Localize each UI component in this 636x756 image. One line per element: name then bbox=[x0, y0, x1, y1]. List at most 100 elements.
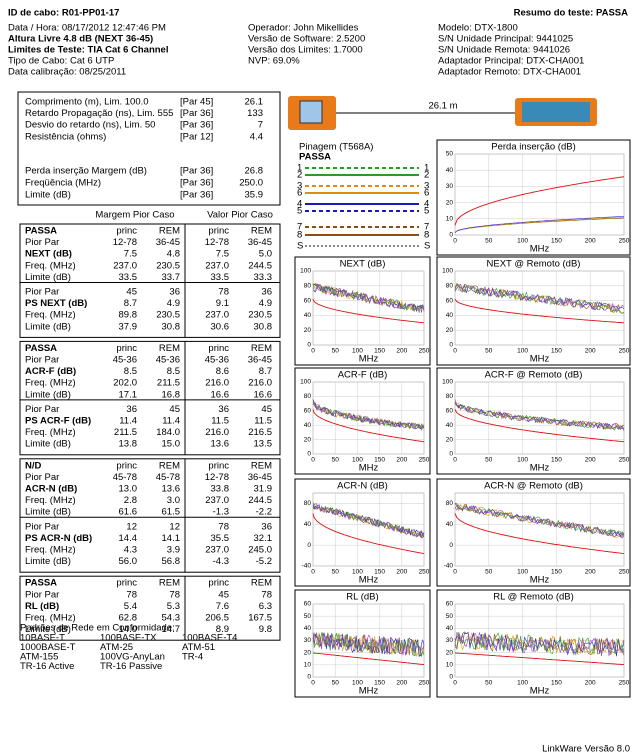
pin-label: 3 bbox=[424, 181, 429, 192]
table-cell: 33.7 bbox=[162, 272, 181, 283]
summary-pair: [Par 36] bbox=[180, 108, 213, 119]
summary-label: Limite (dB) bbox=[25, 190, 71, 201]
decorative-trace bbox=[454, 216, 625, 233]
header-line: Operador: John Mikellides bbox=[248, 23, 359, 34]
group-header: princ bbox=[208, 578, 229, 589]
group-header: PASSA bbox=[25, 578, 57, 589]
x-tick-label: 250 bbox=[419, 457, 430, 464]
table-cell: Freq. (MHz) bbox=[25, 378, 76, 389]
table-cell: 30.8 bbox=[162, 321, 181, 332]
group-header: princ bbox=[208, 226, 229, 237]
table-cell: 216.0 bbox=[205, 427, 229, 438]
table-cell: 31.9 bbox=[254, 484, 273, 495]
limit-curve bbox=[312, 298, 425, 324]
summary-value: 250.0 bbox=[239, 178, 263, 189]
y-tick-label: 20 bbox=[446, 436, 454, 443]
y-tick-label: 0 bbox=[307, 342, 311, 349]
table-cell: 237.0 bbox=[205, 260, 229, 271]
pin-label: 6 bbox=[297, 188, 302, 199]
header-line: Adaptador Principal: DTX-CHA001 bbox=[438, 56, 584, 67]
y-tick-label: 100 bbox=[300, 268, 311, 275]
x-tick-label: 200 bbox=[585, 569, 596, 576]
y-tick-label: 10 bbox=[446, 216, 454, 223]
group-header: REM bbox=[159, 578, 180, 589]
table-cell: Pior Par bbox=[25, 472, 59, 483]
standards-title: Padrões de Rede em Conformidade: bbox=[20, 623, 175, 634]
x-axis-label: MHz bbox=[359, 354, 379, 365]
y-tick-label: -40 bbox=[302, 563, 312, 570]
y-tick-label: 80 bbox=[446, 283, 454, 290]
table-cell: 12-78 bbox=[205, 472, 229, 483]
limit-curve bbox=[454, 652, 625, 666]
x-tick-label: 50 bbox=[485, 457, 493, 464]
y-tick-label: 40 bbox=[304, 422, 312, 429]
header-line: Tipo de Cabo: Cat 6 UTP bbox=[8, 56, 114, 67]
table-cell: 45-36 bbox=[113, 355, 137, 366]
cable-length: 26.1 m bbox=[428, 101, 457, 112]
table-cell: 7.5 bbox=[124, 249, 137, 260]
x-axis-label: MHz bbox=[359, 686, 379, 697]
footer: LinkWare Versão 8.0 bbox=[542, 744, 630, 755]
report-title: ID de cabo: R01-PP01-17 bbox=[8, 8, 119, 19]
table-cell: 33.3 bbox=[254, 272, 273, 283]
table-cell: 9.8 bbox=[259, 624, 272, 635]
table-cell: 45 bbox=[261, 404, 272, 415]
table-cell: 237.0 bbox=[205, 545, 229, 556]
x-tick-label: 150 bbox=[551, 569, 562, 576]
x-tick-label: 150 bbox=[374, 569, 385, 576]
table-cell: Freq. (MHz) bbox=[25, 260, 76, 271]
x-tick-label: 0 bbox=[453, 238, 457, 245]
table-cell: 54.3 bbox=[162, 613, 181, 624]
y-tick-label: 30 bbox=[304, 637, 312, 644]
x-tick-label: 250 bbox=[419, 348, 430, 355]
table-heading: Valor Pior Caso bbox=[207, 210, 273, 221]
group-header: PASSA bbox=[25, 226, 57, 237]
table-cell: PS ACR-F (dB) bbox=[25, 416, 91, 427]
table-cell: 56.0 bbox=[119, 556, 138, 567]
decorative-trace bbox=[454, 403, 625, 431]
table-cell: Freq. (MHz) bbox=[25, 613, 76, 624]
decorative-trace bbox=[312, 502, 425, 537]
chart-title: NEXT (dB) bbox=[340, 259, 386, 270]
y-tick-label: 40 bbox=[304, 625, 312, 632]
x-axis-label: MHz bbox=[530, 244, 550, 255]
table-cell: 8.9 bbox=[216, 624, 229, 635]
x-tick-label: 150 bbox=[374, 348, 385, 355]
table-cell: 5.4 bbox=[124, 601, 137, 612]
standard-name: TR-16 Active bbox=[20, 661, 74, 672]
x-tick-label: 200 bbox=[396, 680, 407, 687]
standard-name: ATM-155 bbox=[20, 652, 58, 663]
table-cell: 11.4 bbox=[119, 416, 137, 427]
decorative-trace bbox=[454, 399, 625, 431]
y-tick-label: 40 bbox=[446, 422, 454, 429]
group-header: princ bbox=[208, 460, 229, 471]
header-line: S/N Unidade Remota: 9441026 bbox=[438, 45, 570, 56]
table-cell: 8.5 bbox=[124, 366, 137, 377]
y-tick-label: 40 bbox=[446, 312, 454, 319]
x-tick-label: 50 bbox=[332, 348, 340, 355]
pin-label: 6 bbox=[424, 188, 429, 199]
chart-title: Perda inserção (dB) bbox=[491, 142, 575, 153]
group-box bbox=[19, 340, 281, 456]
x-tick-label: 50 bbox=[332, 569, 340, 576]
table-cell: 14.7 bbox=[162, 624, 181, 635]
x-tick-label: 100 bbox=[517, 457, 528, 464]
y-tick-label: 80 bbox=[446, 393, 454, 400]
table-cell: 244.5 bbox=[248, 495, 272, 506]
summary-value: 26.8 bbox=[245, 166, 264, 177]
table-cell: 30.6 bbox=[211, 321, 230, 332]
x-axis-label: MHz bbox=[359, 463, 379, 474]
wiremap-status: PASSA bbox=[299, 152, 331, 163]
chart-title: ACR-N @ Remoto (dB) bbox=[484, 481, 583, 492]
chart-title: ACR-F (dB) bbox=[338, 370, 388, 381]
main-unit-screen bbox=[299, 100, 323, 124]
table-cell: 8.6 bbox=[216, 366, 229, 377]
table-cell: 61.6 bbox=[119, 507, 138, 518]
y-tick-label: 50 bbox=[446, 613, 454, 620]
x-tick-label: 250 bbox=[619, 238, 630, 245]
table-cell: 13.5 bbox=[254, 439, 273, 450]
y-tick-label: 40 bbox=[446, 625, 454, 632]
decorative-trace bbox=[312, 505, 425, 538]
table-cell: 245.0 bbox=[248, 545, 272, 556]
table-cell: NEXT (dB) bbox=[25, 249, 72, 260]
